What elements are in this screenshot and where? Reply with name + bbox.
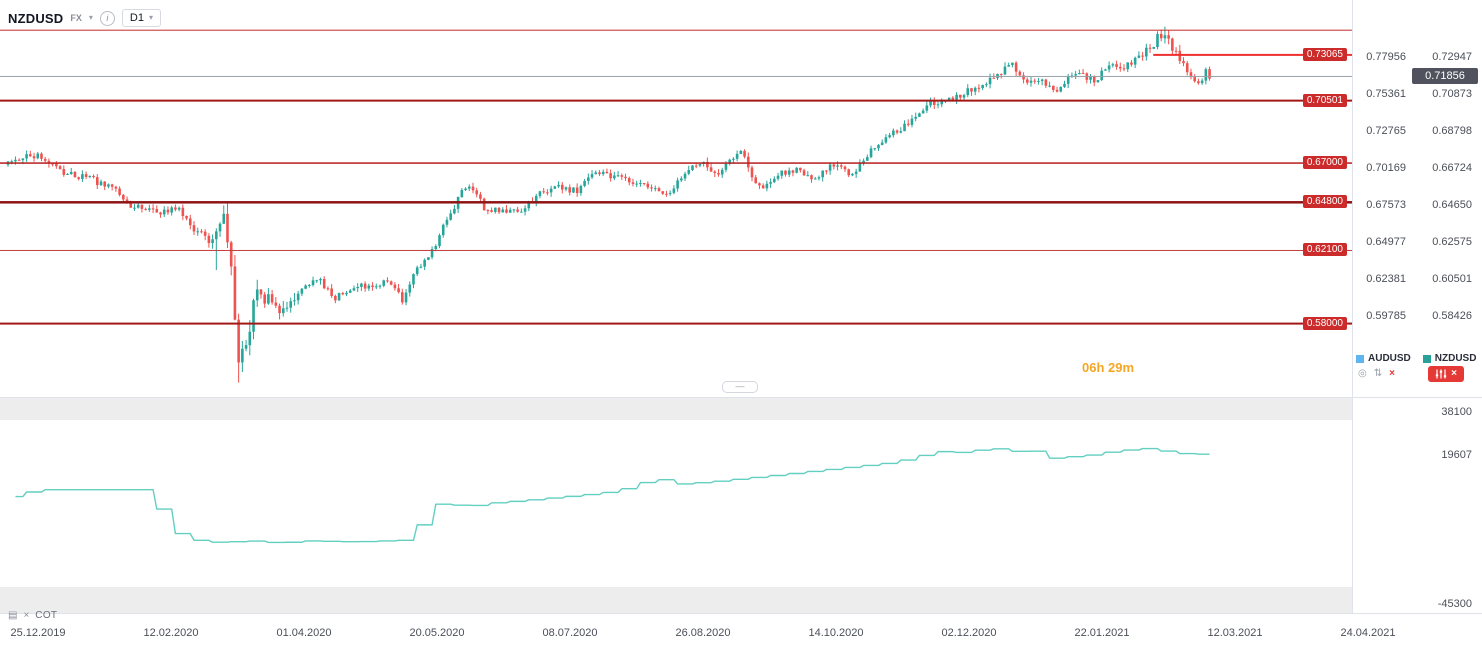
pane-resize-handle[interactable]: —	[722, 381, 758, 393]
time-axis-border	[0, 613, 1482, 614]
sliders-icon	[1435, 369, 1447, 379]
nzdusd-price-tick: 0.58426	[1416, 310, 1472, 322]
audusd-price-tick: 0.62381	[1354, 273, 1406, 285]
price-level-badge: 0.62100	[1303, 243, 1347, 256]
symbol-title: NZDUSD	[8, 11, 63, 26]
price-axis[interactable]: 0.77956 0.75361 0.72765 0.70169 0.67573 0.649…	[1352, 0, 1482, 613]
cot-value-tick: 19607	[1416, 449, 1472, 461]
time-axis[interactable]: 25.12.2019 12.02.2020 01.04.2020 20.05.2020…	[0, 613, 1482, 650]
cot-indicator-canvas[interactable]	[0, 397, 1352, 613]
audusd-price-tick: 0.77956	[1354, 51, 1406, 63]
cot-value-tick: 38100	[1416, 406, 1472, 418]
time-axis-label: 12.03.2021	[1195, 627, 1275, 639]
pane-separator	[0, 397, 1482, 398]
time-axis-label: 08.07.2020	[530, 627, 610, 639]
cot-value-tick: -45300	[1416, 598, 1472, 610]
candlestick-chart-canvas[interactable]	[0, 0, 1352, 397]
timeframe-value: D1	[130, 12, 144, 24]
timeframe-caret-icon: ▾	[149, 14, 153, 22]
audusd-price-tick: 0.67573	[1354, 199, 1406, 211]
price-level-badge: 0.73065	[1303, 48, 1347, 61]
trading-chart-app: NZDUSD FX ▾ i D1 ▾ 0.73065 0.70501 0.67000…	[0, 0, 1482, 650]
nzdusd-price-tick: 0.70873	[1416, 88, 1472, 100]
legend-item-audusd[interactable]: AUDUSD	[1356, 353, 1411, 364]
audusd-price-tick: 0.72765	[1354, 125, 1406, 137]
price-level-badge: 0.58000	[1303, 317, 1347, 330]
nzdusd-swatch-icon	[1423, 355, 1431, 363]
price-level-badge: 0.70501	[1303, 94, 1347, 107]
time-axis-label: 22.01.2021	[1062, 627, 1142, 639]
indicator-close-icon[interactable]: ×	[23, 611, 29, 621]
legend-item-nzdusd[interactable]: NZDUSD	[1423, 353, 1477, 364]
visibility-icon[interactable]: ◎	[1358, 369, 1367, 379]
time-axis-label: 12.02.2020	[131, 627, 211, 639]
audusd-price-tick: 0.59785	[1354, 310, 1406, 322]
audusd-swatch-icon	[1356, 355, 1364, 363]
reorder-arrows-icon[interactable]: ⇅	[1374, 369, 1382, 379]
market-dropdown-caret[interactable]: ▾	[89, 14, 93, 22]
candle-close-countdown: 06h 29m	[1082, 360, 1134, 375]
time-axis-label: 01.04.2020	[264, 627, 344, 639]
market-label: FX	[70, 13, 82, 23]
nzdusd-price-tick: 0.64650	[1416, 199, 1472, 211]
time-axis-label: 02.12.2020	[929, 627, 1009, 639]
close-indicator-badge-icon: ×	[1451, 369, 1457, 379]
time-axis-label: 25.12.2019	[0, 627, 78, 639]
time-axis-label: 26.08.2020	[663, 627, 743, 639]
price-level-badge: 0.64800	[1303, 195, 1347, 208]
audusd-price-tick: 0.64977	[1354, 236, 1406, 248]
time-axis-label: 20.05.2020	[397, 627, 477, 639]
nzdusd-price-tick: 0.66724	[1416, 162, 1472, 174]
nzdusd-price-tick: 0.68798	[1416, 125, 1472, 137]
current-price-badge: 0.71856	[1412, 68, 1478, 84]
nzdusd-price-tick: 0.60501	[1416, 273, 1472, 285]
timeframe-selector[interactable]: D1 ▾	[122, 9, 161, 27]
time-axis-label: 24.04.2021	[1328, 627, 1408, 639]
time-axis-label: 14.10.2020	[796, 627, 876, 639]
legend-label-nzdusd: NZDUSD	[1435, 353, 1477, 364]
nzdusd-price-tick: 0.72947	[1416, 51, 1472, 63]
info-icon[interactable]: i	[100, 11, 115, 26]
legend-label-audusd: AUDUSD	[1368, 353, 1411, 364]
cot-indicator-header: ▤ × COT	[8, 610, 57, 621]
audusd-price-tick: 0.70169	[1354, 162, 1406, 174]
cot-indicator-label: COT	[35, 610, 57, 621]
indicator-settings-badge[interactable]: ×	[1428, 366, 1464, 382]
price-level-badge: 0.67000	[1303, 156, 1347, 169]
axis-border	[1352, 0, 1353, 613]
audusd-price-tick: 0.75361	[1354, 88, 1406, 100]
indicator-menu-icon[interactable]: ▤	[8, 611, 17, 621]
nzdusd-price-tick: 0.62575	[1416, 236, 1472, 248]
remove-overlay-icon[interactable]: ×	[1389, 369, 1395, 379]
symbol-header: NZDUSD FX ▾ i D1 ▾	[8, 9, 161, 27]
